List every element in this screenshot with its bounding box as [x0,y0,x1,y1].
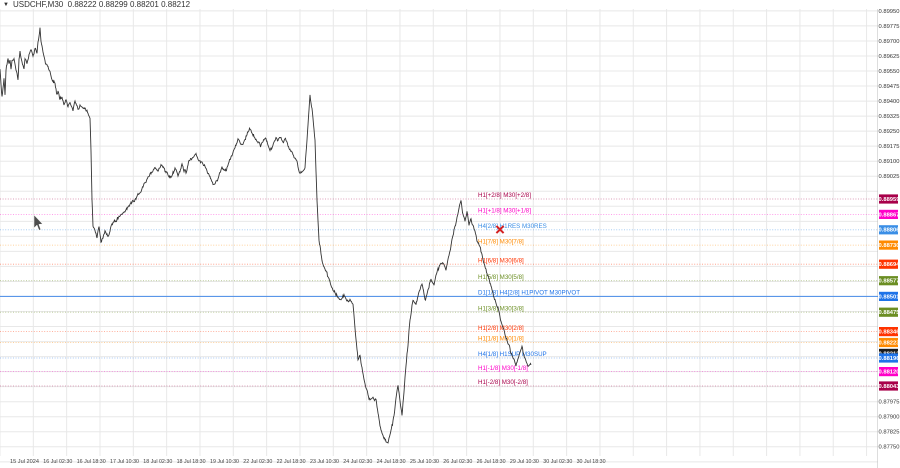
svg-text:23 Jul 10:30: 23 Jul 10:30 [310,459,339,465]
svg-text:0.88346: 0.88346 [879,330,900,336]
svg-text:0.88959: 0.88959 [879,197,900,203]
svg-text:0.87825: 0.87825 [879,429,900,435]
svg-text:H1[6/8] M30[6/8]: H1[6/8] M30[6/8] [478,257,524,264]
svg-text:17 Jul 10:30: 17 Jul 10:30 [110,459,139,465]
svg-text:H1[+1/8] M30[+1/8]: H1[+1/8] M30[+1/8] [478,208,531,215]
svg-text:24 Jul 02:30: 24 Jul 02:30 [343,459,372,465]
svg-text:0.89175: 0.89175 [879,144,900,150]
svg-text:30 Jul 18:30: 30 Jul 18:30 [577,459,606,465]
svg-text:H1[-2/8] M30[-2/8]: H1[-2/8] M30[-2/8] [478,379,528,386]
svg-text:26 Jul 18:30: 26 Jul 18:30 [477,459,506,465]
svg-text:0.88694: 0.88694 [879,262,900,268]
svg-text:0.88577: 0.88577 [879,279,900,285]
svg-text:16 Jul 02:30: 16 Jul 02:30 [43,459,72,465]
svg-text:0.89325: 0.89325 [879,114,900,120]
svg-text:0.88223: 0.88223 [879,340,900,346]
svg-text:26 Jul 02:30: 26 Jul 02:30 [443,459,472,465]
svg-text:0.89700: 0.89700 [879,39,900,45]
svg-text:18 Jul 18:30: 18 Jul 18:30 [177,459,206,465]
svg-text:16 Jul 18:30: 16 Jul 18:30 [77,459,106,465]
svg-text:0.89625: 0.89625 [879,54,900,60]
svg-text:0.88120: 0.88120 [879,370,900,376]
svg-text:H1[1/8] M30[1/8]: H1[1/8] M30[1/8] [478,336,524,343]
svg-text:22 Jul 02:30: 22 Jul 02:30 [243,459,272,465]
svg-text:0.89475: 0.89475 [879,84,900,90]
svg-text:0.89025: 0.89025 [879,174,900,180]
svg-text:0.89950: 0.89950 [879,9,900,15]
svg-text:0.89250: 0.89250 [879,129,900,135]
svg-text:H1[5/8] M30[5/8]: H1[5/8] M30[5/8] [478,274,524,281]
svg-text:0.88475: 0.88475 [879,310,900,316]
svg-text:19 Jul 10:30: 19 Jul 10:30 [210,459,239,465]
svg-text:15 Jul 2024: 15 Jul 2024 [10,459,39,465]
svg-text:H1[7/8] M30[7/8]: H1[7/8] M30[7/8] [478,238,524,245]
svg-text:0.89100: 0.89100 [879,159,900,165]
svg-text:H1[-1/8] M30[-1/8]: H1[-1/8] M30[-1/8] [478,365,528,372]
svg-text:0.88501: 0.88501 [879,294,900,300]
svg-text:25 Jul 10:30: 25 Jul 10:30 [410,459,439,465]
svg-text:0.89400: 0.89400 [879,99,900,105]
svg-text:24 Jul 18:30: 24 Jul 18:30 [377,459,406,465]
svg-text:0.88867: 0.88867 [879,212,900,218]
svg-text:18 Jul 02:30: 18 Jul 02:30 [143,459,172,465]
svg-text:H1[3/8] M30[3/8]: H1[3/8] M30[3/8] [478,305,524,312]
svg-text:29 Jul 10:30: 29 Jul 10:30 [510,459,539,465]
svg-text:0.89775: 0.89775 [879,24,900,30]
svg-text:H1[2/8] M30[2/8]: H1[2/8] M30[2/8] [478,325,524,332]
svg-text:0.88730: 0.88730 [879,243,900,249]
svg-text:30 Jul 02:30: 30 Jul 02:30 [543,459,572,465]
svg-text:H1[+2/8] M30[+2/8]: H1[+2/8] M30[+2/8] [478,192,531,199]
svg-text:22 Jul 18:30: 22 Jul 18:30 [277,459,306,465]
svg-text:0.87750: 0.87750 [879,444,900,450]
svg-text:0.87975: 0.87975 [879,399,900,405]
svg-text:0.87900: 0.87900 [879,414,900,420]
svg-text:0.89550: 0.89550 [879,69,900,75]
svg-text:0.88043: 0.88043 [879,384,900,390]
svg-text:0.88806: 0.88806 [879,228,900,234]
svg-text:0.88196: 0.88196 [879,356,900,362]
svg-text:H4[2/8] H1RES M30RES: H4[2/8] H1RES M30RES [478,223,547,230]
